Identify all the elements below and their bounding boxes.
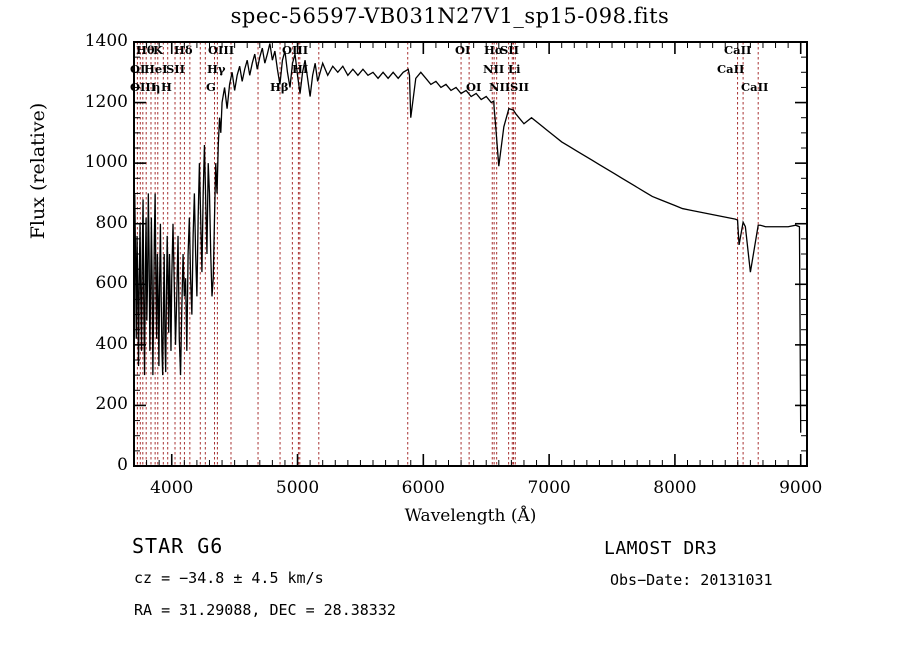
spectral-line-label: Hδ — [174, 43, 193, 57]
coordinates-text: RA = 31.29088, DEC = 28.38332 — [134, 601, 396, 619]
spectral-line-label: Hβ — [270, 80, 289, 94]
spectral-line-label: Hγ — [207, 62, 226, 76]
spectral-line-label: OI — [466, 80, 482, 94]
spectral-line-label: K — [153, 43, 163, 57]
spectral-line-label: CaII — [741, 80, 769, 94]
x-tick-label: 7000 — [527, 478, 571, 498]
y-tick-label: 1200 — [84, 91, 128, 112]
spectral-line-label: CaII — [717, 62, 745, 76]
spectral-line-label: OIII — [282, 43, 309, 57]
y-tick-label: 400 — [95, 333, 128, 354]
spectral-line-label: OI — [455, 43, 471, 57]
x-tick-label: 8000 — [653, 478, 697, 498]
spectral-line-label: η — [152, 80, 161, 94]
spectral-line-label: OIII — [130, 80, 157, 94]
x-tick-label: 4000 — [150, 478, 194, 498]
observation-date-text: Obs−Date: 20131031 — [610, 571, 773, 589]
x-axis-label: Wavelength (Å) — [404, 506, 537, 526]
spectral-line-label: SII — [510, 80, 530, 94]
spectrum-plot — [133, 41, 808, 467]
spectral-line-label: Hθ — [136, 43, 155, 57]
y-tick-label: 1000 — [84, 152, 128, 173]
spectral-line-label: OIII — [208, 43, 235, 57]
x-tick-label: 9000 — [779, 478, 823, 498]
y-tick-label: 800 — [95, 212, 128, 233]
y-tick-label: 200 — [95, 394, 128, 415]
spectral-line-label: Li — [508, 62, 521, 76]
y-tick-label: 600 — [95, 273, 128, 294]
spectral-line-label: NII — [489, 80, 511, 94]
x-tick-label: 5000 — [275, 478, 320, 498]
spectral-line-label: HeI — [144, 62, 168, 76]
x-tick-label: 6000 — [401, 478, 445, 498]
spectral-line-label: HI — [292, 62, 309, 76]
spectral-line-label: SII — [166, 62, 186, 76]
spectral-line-label: OI — [130, 62, 146, 76]
redshift-velocity-text: cz = −34.8 ± 4.5 km/s — [134, 569, 324, 587]
spectral-line-label: CaII — [724, 43, 752, 57]
y-axis-label: Flux (relative) — [27, 102, 49, 240]
y-axis-tick-labels: 0 200 400 600 800 1000 1200 1400 — [62, 0, 128, 480]
spectral-line-label: Hα — [484, 43, 504, 57]
spectral-line-label: G — [206, 80, 216, 94]
spectral-line-label: NII — [483, 62, 505, 76]
object-type-text: STAR G6 — [132, 534, 224, 558]
page-title: spec-56597-VB031N27V1_sp15-098.fits — [230, 4, 670, 28]
y-tick-label: 0 — [117, 455, 128, 475]
spectral-line-label: H — [161, 80, 172, 94]
survey-name-text: LAMOST DR3 — [604, 538, 718, 559]
y-tick-label: 1400 — [84, 31, 128, 51]
spectral-line-label: SII — [500, 43, 520, 57]
